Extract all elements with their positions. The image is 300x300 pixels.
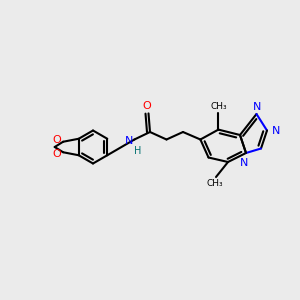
Text: CH₃: CH₃ — [206, 179, 223, 188]
Text: N: N — [124, 136, 133, 146]
Text: N: N — [253, 102, 261, 112]
Text: O: O — [142, 101, 152, 111]
Text: H: H — [134, 146, 141, 155]
Text: CH₃: CH₃ — [210, 102, 227, 111]
Text: O: O — [52, 149, 61, 159]
Text: N: N — [239, 158, 248, 168]
Text: O: O — [52, 135, 61, 145]
Text: N: N — [272, 125, 280, 136]
